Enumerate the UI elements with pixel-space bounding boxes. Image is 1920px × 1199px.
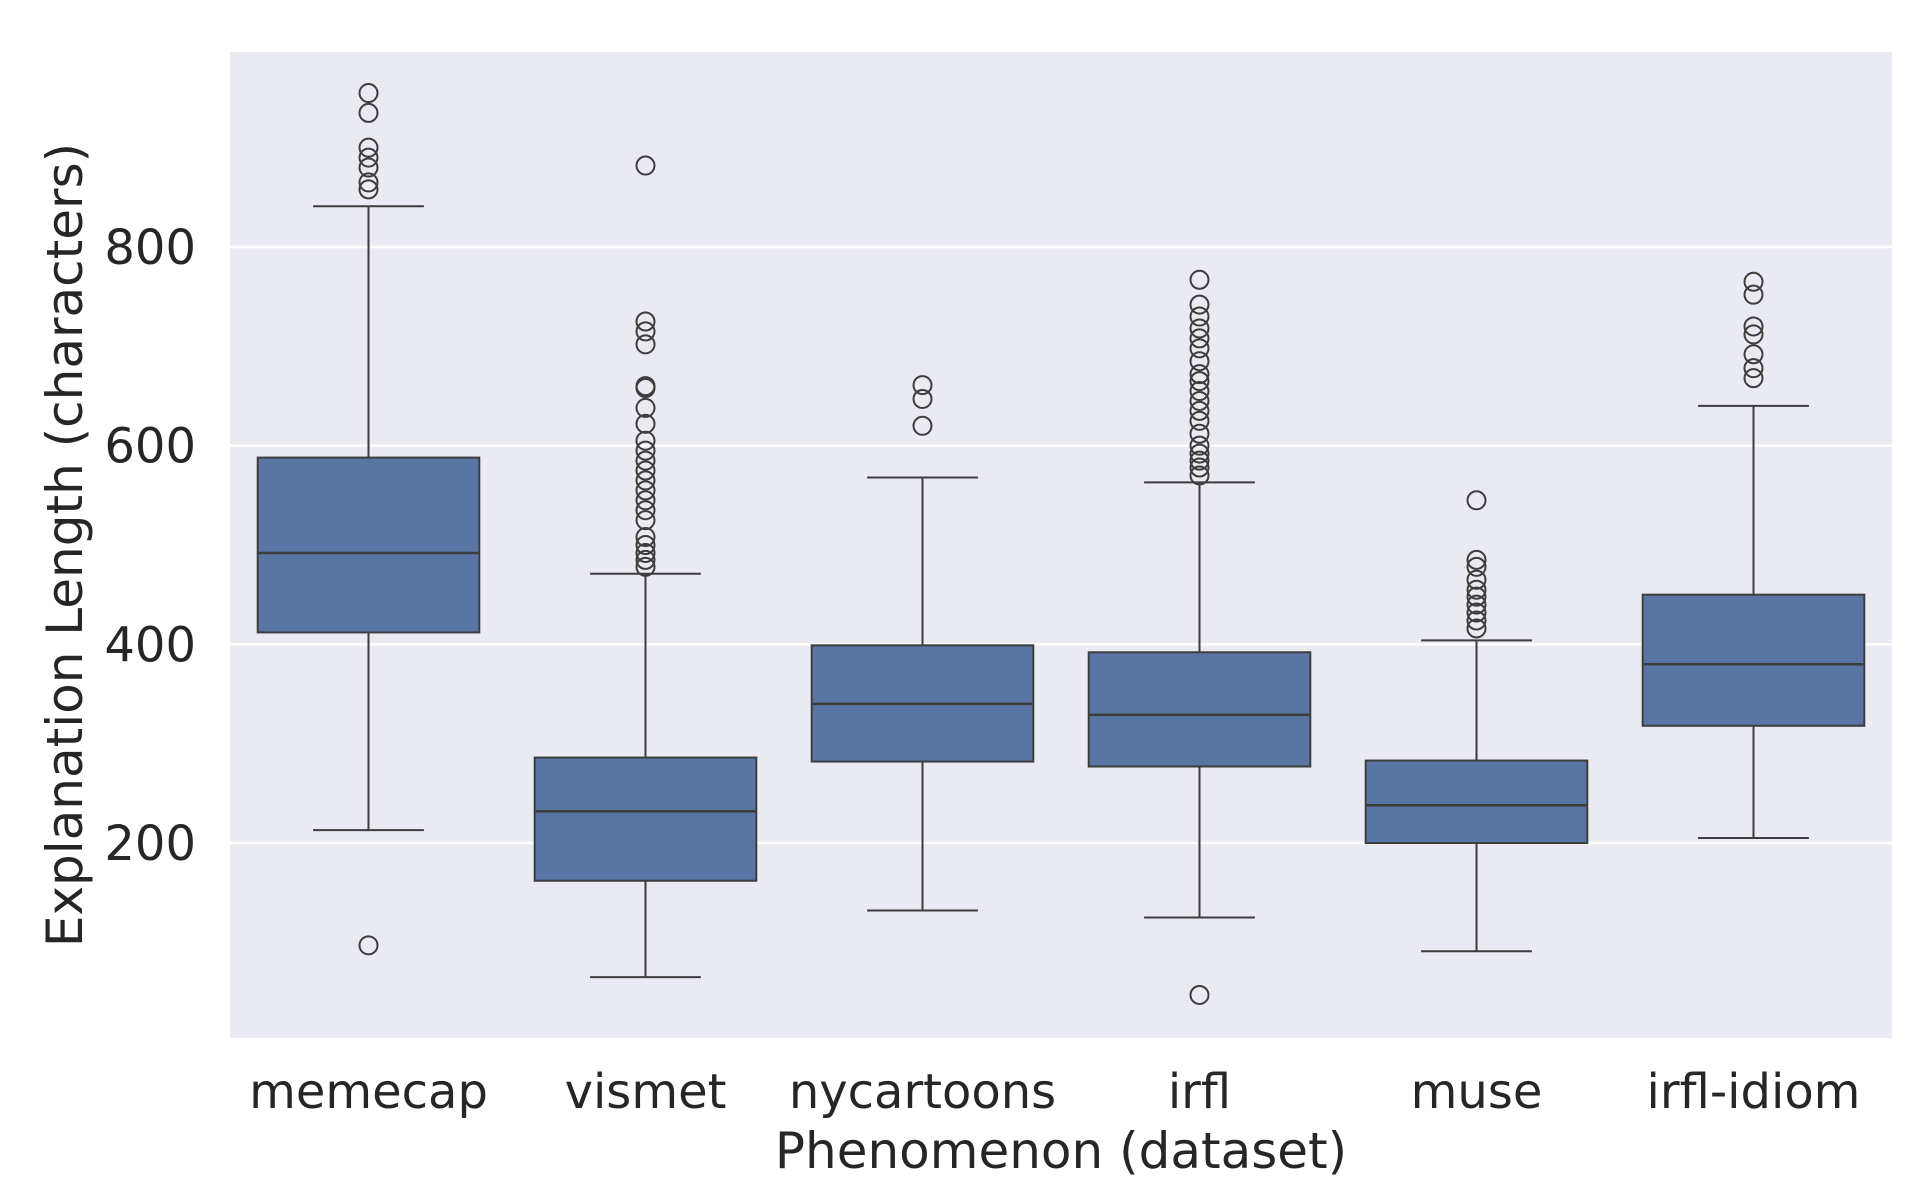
outlier-point	[1189, 465, 1210, 486]
outlier-point	[635, 480, 656, 501]
outlier-point	[1189, 371, 1210, 392]
outlier-point	[635, 155, 656, 176]
outlier-point	[1189, 351, 1210, 372]
outlier-point	[635, 311, 656, 332]
outlier-point	[635, 510, 656, 531]
outlier-point	[635, 470, 656, 491]
iqr-box	[1364, 759, 1589, 845]
outlier-point	[1466, 556, 1487, 577]
outlier-point	[1466, 594, 1487, 615]
x-axis-label: Phenomenon (dataset)	[775, 1122, 1347, 1180]
outlier-point	[1189, 318, 1210, 339]
x-tick-labels: memecap vismet nycartoons irfl muse irfl-idio…	[249, 1064, 1860, 1120]
x-tick-label: muse	[1411, 1064, 1543, 1120]
outlier-point	[1189, 306, 1210, 327]
iqr-box	[256, 456, 481, 634]
outlier-point	[1743, 324, 1764, 345]
outlier-point	[635, 460, 656, 481]
outlier-point	[635, 397, 656, 418]
outlier-point	[1189, 294, 1210, 315]
box-memecap	[256, 83, 481, 956]
outlier-point	[1189, 364, 1210, 385]
iqr-box	[1641, 593, 1866, 727]
box-irfl-idiom	[1641, 271, 1866, 840]
y-tick-label: 800	[104, 220, 196, 276]
x-tick-label: irfl	[1168, 1064, 1231, 1120]
outlier-point	[635, 413, 656, 434]
outlier-point	[1466, 586, 1487, 607]
y-axis-label: Explanation Length (characters)	[36, 143, 94, 947]
outlier-point	[1189, 457, 1210, 478]
outlier-point	[1189, 984, 1210, 1005]
outlier-point	[1743, 368, 1764, 389]
outlier-point	[358, 172, 379, 193]
box-vismet	[533, 155, 758, 979]
iqr-box	[1087, 651, 1312, 768]
outlier-point	[635, 450, 656, 471]
y-tick-labels: 200 400 600 800	[104, 220, 196, 872]
outlier-point	[358, 157, 379, 178]
outlier-point	[635, 556, 656, 577]
plot-background	[230, 52, 1892, 1038]
outlier-point	[358, 179, 379, 200]
box-nycartoons	[810, 375, 1035, 912]
outlier-point	[1466, 549, 1487, 570]
outlier-point	[635, 527, 656, 548]
outlier-point	[1743, 271, 1764, 292]
grid-lines	[230, 245, 1892, 845]
outlier-point	[912, 388, 933, 409]
outlier-point	[1743, 284, 1764, 305]
box-muse	[1364, 490, 1589, 953]
outlier-point	[1743, 316, 1764, 337]
outlier-point	[1189, 269, 1210, 290]
outlier-point	[635, 542, 656, 563]
outlier-point	[1466, 602, 1487, 623]
outlier-point	[635, 500, 656, 521]
outlier-point	[912, 375, 933, 396]
y-tick-label: 600	[104, 419, 196, 475]
outlier-point	[635, 549, 656, 570]
outlier-point	[1743, 358, 1764, 379]
outlier-point	[635, 490, 656, 511]
outlier-point	[1466, 490, 1487, 511]
outlier-point	[358, 935, 379, 956]
outlier-point	[358, 147, 379, 168]
outlier-point	[635, 378, 656, 399]
outlier-point	[1466, 618, 1487, 639]
box-irfl	[1087, 269, 1312, 1005]
iqr-box	[533, 756, 758, 882]
outlier-point	[1189, 338, 1210, 359]
outlier-point	[1743, 344, 1764, 365]
outlier-point	[1189, 390, 1210, 411]
x-tick-label: memecap	[249, 1064, 488, 1120]
x-tick-label: irfl-idiom	[1647, 1064, 1861, 1120]
outlier-point	[635, 430, 656, 451]
outlier-point	[358, 137, 379, 158]
x-tick-label: vismet	[565, 1064, 727, 1120]
outlier-point	[1189, 435, 1210, 456]
outlier-point	[635, 321, 656, 342]
y-tick-label: 200	[104, 816, 196, 872]
outlier-point	[635, 535, 656, 555]
outlier-point	[1466, 610, 1487, 631]
y-tick-label: 400	[104, 617, 196, 673]
box-series	[256, 83, 1866, 1005]
x-tick-label: nycartoons	[789, 1064, 1056, 1120]
outlier-point	[1189, 423, 1210, 444]
outlier-point	[912, 415, 933, 436]
outlier-point	[635, 440, 656, 461]
outlier-point	[358, 83, 379, 104]
outlier-point	[1466, 579, 1487, 600]
outlier-point	[1189, 450, 1210, 471]
outlier-point	[1189, 443, 1210, 464]
outlier-point	[1189, 381, 1210, 402]
outlier-point	[635, 334, 656, 355]
outlier-point	[1189, 410, 1210, 431]
outlier-point	[1189, 328, 1210, 349]
outlier-point	[358, 102, 379, 123]
outlier-point	[1189, 400, 1210, 421]
outlier-point	[1466, 569, 1487, 590]
